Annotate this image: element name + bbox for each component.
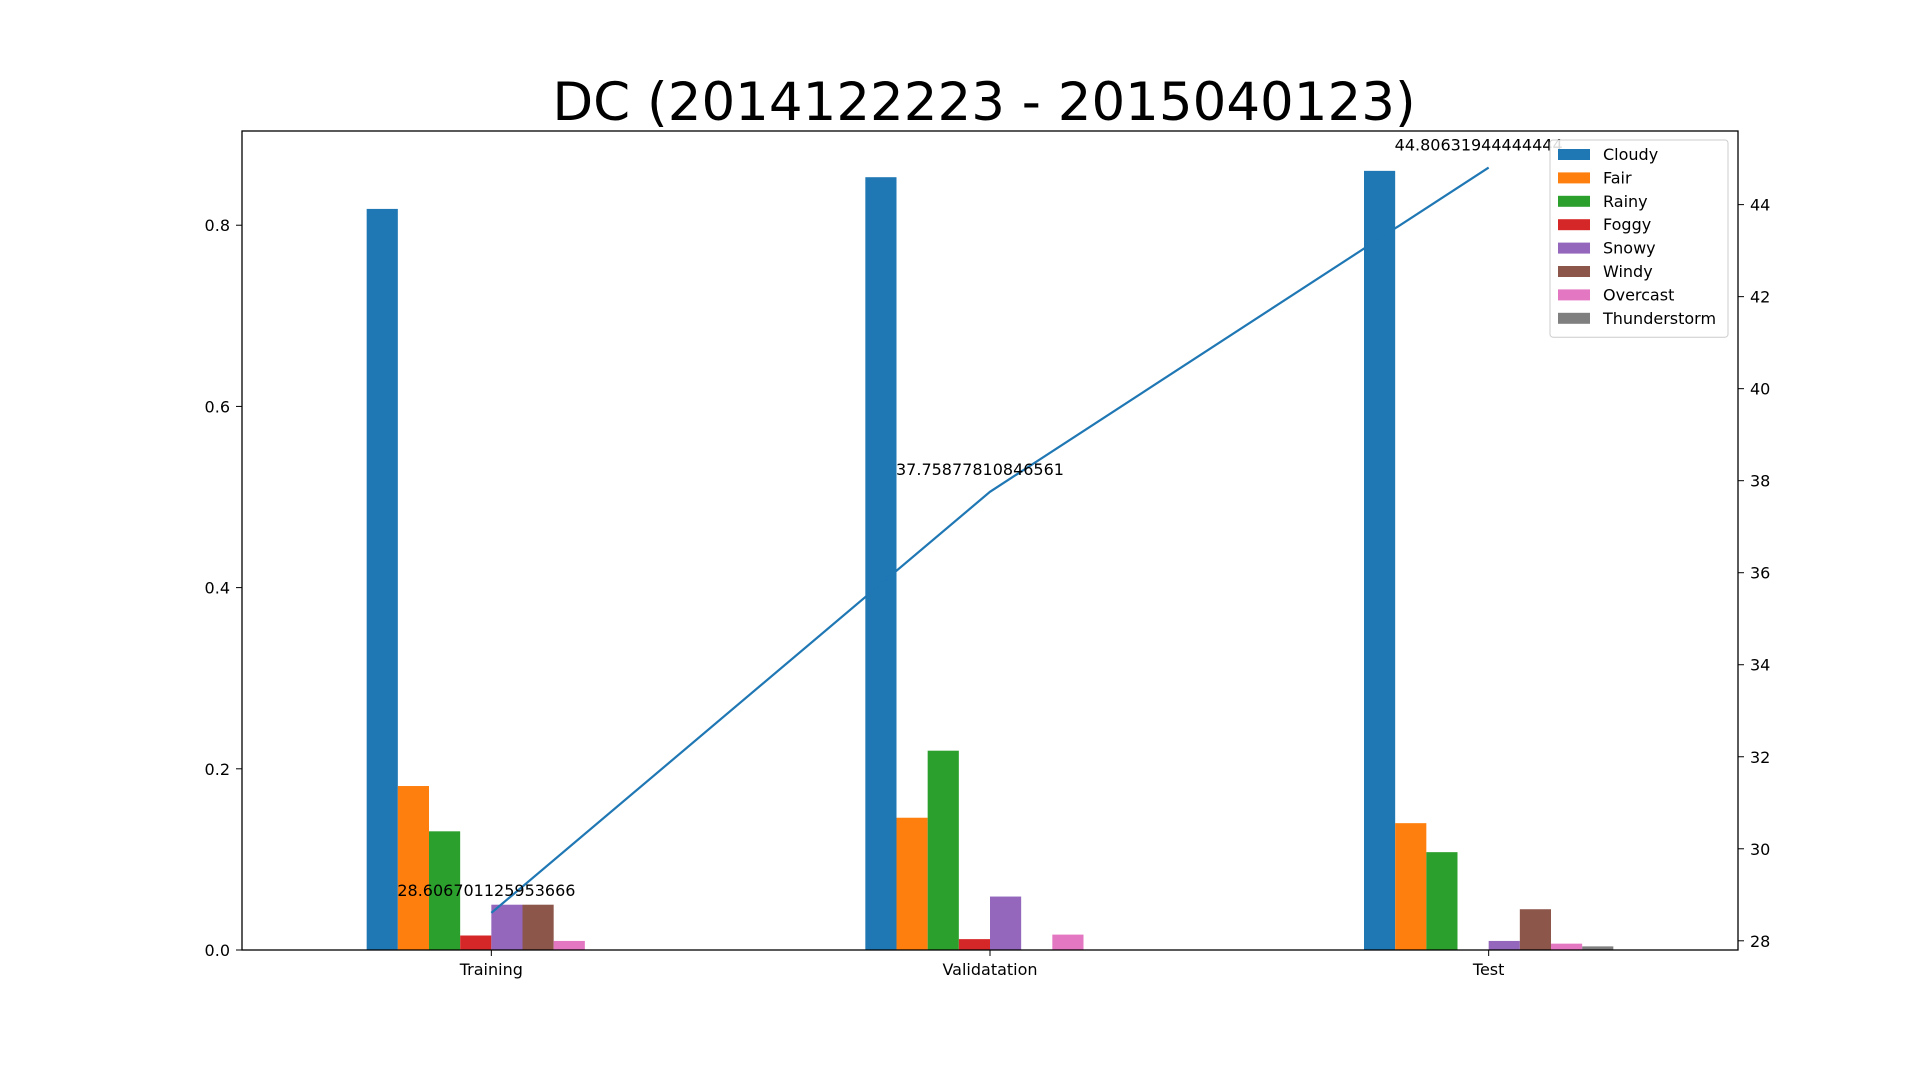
secondary-series-line	[490, 166, 1490, 914]
bar-fair-test	[1395, 823, 1427, 950]
y-tick-label: 0.0	[205, 941, 230, 960]
bar-snowy-test	[1488, 940, 1520, 950]
legend-swatch-windy	[1558, 266, 1590, 277]
bar-cloudy-training	[366, 208, 398, 951]
legend-label-cloudy: Cloudy	[1603, 145, 1658, 164]
y-tick-label: 0.6	[205, 397, 230, 416]
chart-title: DC (2014122223 - 2015040123)	[552, 72, 1415, 133]
data-label-validatation: 37.75877810846561	[896, 460, 1064, 479]
axes-layer: 0.0 0.2 0.4 0.6 0.8 28 30 32 34 36 38 40 42 44 Trainin…	[205, 130, 1770, 979]
bar-foggy-training	[460, 935, 492, 950]
legend-swatch-rainy	[1558, 195, 1590, 207]
bar-rainy-validatation	[927, 750, 959, 950]
y2-tick-label: 32	[1750, 748, 1770, 767]
y-tick-label: 0.2	[205, 760, 230, 779]
bar-windy-training	[522, 904, 554, 950]
legend-box	[1549, 139, 1729, 338]
y2-tick-label: 36	[1750, 564, 1770, 583]
legend-swatch-cloudy	[1558, 149, 1590, 160]
bar-cloudy-test	[1364, 170, 1396, 950]
legend-label-fair: Fair	[1603, 168, 1632, 187]
legend-swatch-snowy	[1558, 242, 1590, 254]
x-tick-label: Test	[1472, 960, 1505, 979]
bar-overcast-training	[553, 940, 585, 950]
y2-tick-label: 28	[1750, 932, 1770, 951]
legend-label-snowy: Snowy	[1603, 239, 1656, 258]
bar-fair-training	[397, 786, 429, 950]
x-tick-label: Validatation	[942, 960, 1037, 979]
bars-layer	[366, 170, 1614, 951]
y-tick-label: 0.4	[205, 579, 230, 598]
bar-cloudy-validatation	[865, 177, 897, 950]
bar-snowy-validatation	[990, 896, 1022, 950]
bar-rainy-training	[429, 831, 461, 950]
bar-thunderstorm-test	[1582, 946, 1614, 950]
legend-label-foggy: Foggy	[1603, 215, 1651, 234]
bar-overcast-test	[1551, 943, 1583, 950]
legend-swatch-thunderstorm	[1558, 312, 1590, 324]
legend-swatch-foggy	[1558, 219, 1590, 231]
legend: Cloudy Fair Rainy Foggy Snowy Windy Overcast Th…	[1549, 139, 1729, 338]
legend-label-overcast: Overcast	[1603, 285, 1674, 304]
secondary-line-layer: 28.606701125953666 37.75877810846561 44.80…	[397, 136, 1563, 914]
y-tick-label: 0.8	[205, 216, 230, 235]
x-tick-label: Training	[459, 960, 523, 979]
data-label-test: 44.80631944444444	[1395, 136, 1563, 155]
bar-overcast-validatation	[1052, 934, 1084, 950]
y2-tick-label: 40	[1750, 380, 1770, 399]
plot-frame	[241, 130, 1739, 951]
legend-label-thunderstorm: Thunderstorm	[1602, 309, 1716, 328]
y2-tick-label: 34	[1750, 656, 1770, 675]
y2-tick-label: 38	[1750, 472, 1770, 491]
bar-fair-validatation	[896, 817, 928, 950]
y2-tick-label: 30	[1750, 840, 1770, 859]
bar-snowy-training	[491, 904, 523, 950]
y2-tick-label: 42	[1750, 288, 1770, 307]
bar-windy-test	[1519, 909, 1551, 950]
bar-foggy-validatation	[958, 939, 990, 950]
legend-label-windy: Windy	[1603, 262, 1653, 281]
bar-rainy-test	[1426, 852, 1458, 950]
legend-label-rainy: Rainy	[1603, 192, 1648, 211]
legend-swatch-fair	[1558, 172, 1590, 184]
legend-swatch-overcast	[1558, 289, 1590, 301]
data-label-training: 28.606701125953666	[397, 881, 575, 900]
y2-tick-label: 44	[1750, 196, 1770, 215]
